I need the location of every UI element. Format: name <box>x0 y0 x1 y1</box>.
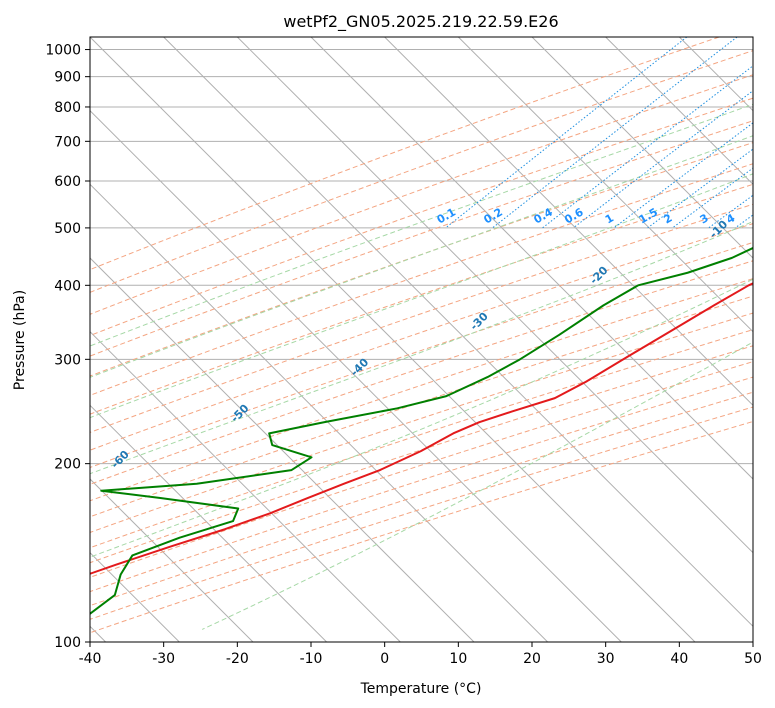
y-tick-label: 500 <box>54 221 81 237</box>
dry-adiabat-line <box>90 203 753 433</box>
y-tick-label: 200 <box>54 457 81 473</box>
isotherm-gridlines <box>90 37 753 642</box>
temperature-profile-line <box>90 282 753 575</box>
y-tick-label: 600 <box>54 174 81 190</box>
dry-adiabat-line <box>90 376 753 593</box>
x-tick-label: 30 <box>597 651 615 667</box>
moist-adiabat-line <box>90 278 753 558</box>
dry-adiabat-line <box>90 142 753 377</box>
isotherm-line <box>236 37 753 554</box>
y-tick-label: 1000 <box>45 43 81 59</box>
sounding-series <box>90 246 753 616</box>
x-tick-label: 20 <box>523 651 541 667</box>
dry-adiabat-line <box>90 183 753 415</box>
dry-adiabats <box>90 37 753 634</box>
dry-adiabat-line <box>90 120 753 357</box>
y-axis-ticks: 100 200 300 400 500 600 700 800 900 1000 <box>45 43 90 651</box>
dry-adiabat-line <box>90 329 753 549</box>
isotherm-line <box>90 109 622 642</box>
dry-adiabat-line <box>90 241 753 469</box>
isotherm-line <box>90 183 549 642</box>
x-tick-label: -30 <box>152 651 175 667</box>
mixing-ratio-lines <box>445 37 753 229</box>
isotherm-line <box>90 37 696 642</box>
isotherm-line <box>605 37 753 186</box>
y-tick-label: 100 <box>54 635 81 651</box>
dewpoint-profile-line <box>90 246 753 616</box>
isotherm-line <box>90 330 401 642</box>
isotherm-line <box>531 37 753 259</box>
isotherm-line <box>384 37 753 407</box>
moist-adiabat-line <box>90 173 753 419</box>
isotherm-line <box>90 257 475 642</box>
mixing-ratio-line <box>708 194 753 229</box>
y-tick-label: 700 <box>54 134 81 150</box>
x-axis-ticks: -40 -30 -20 -10 0 10 20 30 40 50 <box>79 642 762 667</box>
isotherm-line <box>310 37 753 480</box>
dry-adiabat-line <box>90 312 753 533</box>
x-axis-label: Temperature (°C) <box>360 681 482 697</box>
y-axis-label: Pressure (hPa) <box>12 290 28 390</box>
isobar-gridlines <box>90 49 753 642</box>
dry-adiabat-line <box>90 278 753 502</box>
isotherm-line <box>163 37 753 628</box>
x-tick-label: 50 <box>744 651 762 667</box>
mixing-ratio-line <box>647 148 753 229</box>
dry-adiabat-line <box>90 361 753 578</box>
plot-frame <box>89 36 754 643</box>
y-tick-label: 300 <box>54 352 81 368</box>
dry-adiabat-line <box>90 223 753 451</box>
x-tick-label: 10 <box>449 651 467 667</box>
chart-title: wetPf2_GN05.2025.219.22.59.E26 <box>283 12 558 32</box>
x-tick-label: 0 <box>380 651 389 667</box>
dry-adiabat-line <box>90 345 753 564</box>
mixing-ratio-line <box>445 37 688 229</box>
moist-adiabats <box>90 103 753 630</box>
y-tick-label: 400 <box>54 278 81 294</box>
x-tick-label: -20 <box>226 651 249 667</box>
x-tick-label: -40 <box>79 651 102 667</box>
x-tick-label: -10 <box>300 651 323 667</box>
background-lines <box>90 37 753 642</box>
mixing-ratio-line <box>572 90 753 229</box>
moist-adiabat-line <box>90 135 753 378</box>
mixing-ratio-line <box>492 37 738 229</box>
isotherm-line <box>457 37 753 333</box>
y-tick-label: 800 <box>54 100 81 116</box>
moist-adiabat-line <box>90 220 753 475</box>
x-tick-label: 40 <box>670 651 688 667</box>
isotherm-line <box>90 404 328 642</box>
y-tick-label: 900 <box>54 70 81 86</box>
